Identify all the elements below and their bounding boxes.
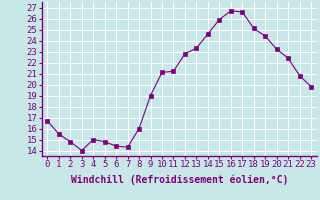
X-axis label: Windchill (Refroidissement éolien,°C): Windchill (Refroidissement éolien,°C) <box>70 175 288 185</box>
